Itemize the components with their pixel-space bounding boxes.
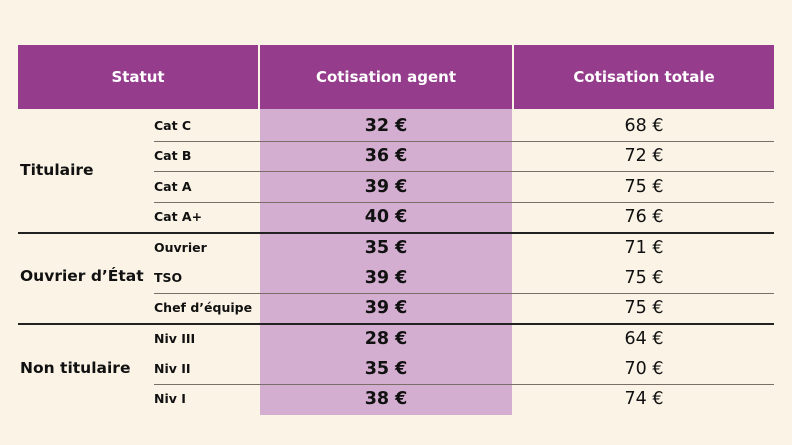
row-subcategory: Ouvrier [154,240,207,255]
table-row: Niv I 38 € 74 € [18,384,774,414]
row-subcategory: TSO [154,270,183,285]
table-row: Ouvrier 35 € 71 € [18,233,774,263]
row-cotisation-totale: 71 € [624,238,664,258]
row-cotisation-agent: 39 € [364,268,408,288]
row-subcategory: Cat A [154,179,192,194]
row-cotisation-agent: 28 € [364,329,408,349]
row-cotisation-totale: 76 € [624,207,664,227]
row-cotisation-totale: 68 € [624,116,664,136]
table-row: Cat C 32 € 68 € [18,111,774,141]
row-cotisation-agent: 39 € [364,177,408,197]
row-divider [154,384,774,385]
header-statut: Statut [18,45,258,109]
row-cotisation-totale: 72 € [624,146,664,166]
group-label-titulaire: Titulaire [20,161,94,179]
contribution-table: Statut Cotisation agent Cotisation total… [18,45,774,415]
header-cotisation-agent: Cotisation agent [260,45,512,109]
row-cotisation-totale: 75 € [624,177,664,197]
row-subcategory: Chef d’équipe [154,300,253,315]
row-cotisation-agent: 38 € [364,389,408,409]
row-divider [154,171,774,172]
row-subcategory: Niv II [154,361,191,376]
row-cotisation-agent: 35 € [364,359,408,379]
group-separator [18,232,774,234]
row-cotisation-agent: 40 € [364,207,408,227]
group-separator [18,323,774,325]
row-cotisation-agent: 35 € [364,238,408,258]
group-label-ouvrier-etat: Ouvrier d’État [20,267,144,285]
row-divider [154,202,774,203]
row-subcategory: Cat A+ [154,209,203,224]
row-cotisation-agent: 36 € [364,146,408,166]
table-row: Cat A 39 € 75 € [18,172,774,202]
row-cotisation-totale: 64 € [624,329,664,349]
table-row: Cat A+ 40 € 76 € [18,202,774,232]
row-cotisation-totale: 74 € [624,389,664,409]
table-row: Niv II 35 € 70 € [18,354,774,384]
table-row: TSO 39 € 75 € [18,263,774,293]
table-row: Cat B 36 € 72 € [18,141,774,171]
agent-column-highlight [260,109,512,415]
row-subcategory: Cat C [154,118,192,133]
row-divider [154,141,774,142]
table-row: Chef d’équipe 39 € 75 € [18,293,774,323]
row-subcategory: Niv I [154,391,186,406]
row-cotisation-agent: 32 € [364,116,408,136]
row-cotisation-agent: 39 € [364,298,408,318]
row-cotisation-totale: 75 € [624,268,664,288]
row-cotisation-totale: 70 € [624,359,664,379]
table-row: Niv III 28 € 64 € [18,324,774,354]
group-label-non-titulaire: Non titulaire [20,359,131,377]
row-subcategory: Niv III [154,331,196,346]
row-cotisation-totale: 75 € [624,298,664,318]
table-header: Statut Cotisation agent Cotisation total… [18,45,774,109]
header-cotisation-totale: Cotisation totale [514,45,774,109]
row-divider [154,293,774,294]
row-subcategory: Cat B [154,148,192,163]
